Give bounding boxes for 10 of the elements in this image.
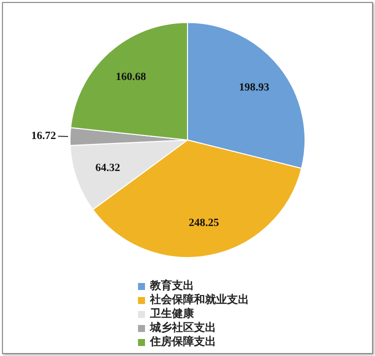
legend-label: 社会保障和就业支出 xyxy=(150,293,249,307)
legend-label: 教育支出 xyxy=(150,279,194,293)
data-label: 198.93 xyxy=(239,82,270,94)
data-label: 248.25 xyxy=(188,216,220,229)
legend-label: 卫生健康 xyxy=(150,307,194,321)
legend-label: 城乡社区支出 xyxy=(150,321,216,335)
legend-label: 住房保障支出 xyxy=(150,335,216,349)
data-label: 16.72 xyxy=(31,130,57,142)
data-label: 160.68 xyxy=(116,70,147,83)
data-label: 64.32 xyxy=(95,162,121,174)
